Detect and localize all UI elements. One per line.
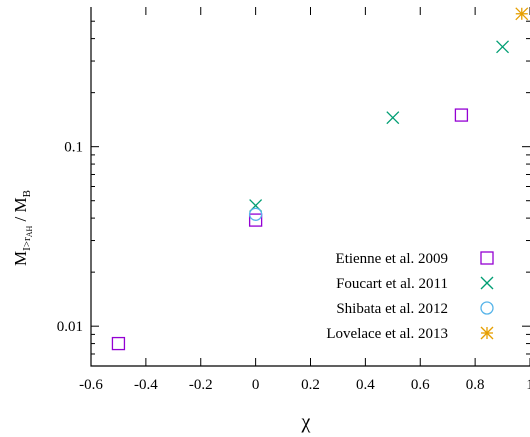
x-tick-label: 0.8 xyxy=(466,377,485,393)
x-tick-label: 1 xyxy=(526,377,530,393)
x-tick-label: -0.4 xyxy=(134,377,158,393)
data-point xyxy=(496,40,510,54)
data-point xyxy=(248,213,263,227)
x-tick-label: 0.2 xyxy=(301,377,320,393)
plot-frame xyxy=(90,7,530,367)
legend-label: Shibata et al. 2012 xyxy=(336,301,448,317)
y-tick-label: 0.1 xyxy=(64,140,83,156)
axis-ticks xyxy=(90,7,530,367)
legend-label: Lovelace et al. 2013 xyxy=(326,326,448,342)
legend-marker xyxy=(480,251,494,265)
x-tick-label: -0.2 xyxy=(189,377,213,393)
legend-marker xyxy=(480,326,494,340)
legend-label: Etienne et al. 2009 xyxy=(336,251,448,267)
tick-labels: -0.6 -0.4 -0.2 0 0.2 0.4 0.6 0.8 1 0.01 0.1 xyxy=(57,140,530,393)
data-point xyxy=(386,111,400,125)
legend-label: Foucart et al. 2011 xyxy=(336,276,448,292)
legend-marker xyxy=(480,301,494,315)
x-tick-label: 0 xyxy=(252,377,260,393)
x-tick-label: 0.6 xyxy=(411,377,430,393)
axis-line xyxy=(90,7,530,367)
data-point xyxy=(515,7,529,21)
data-points xyxy=(111,7,529,351)
y-tick-label: 0.01 xyxy=(57,319,83,335)
legend-marker xyxy=(480,276,494,290)
x-tick-label: 0.4 xyxy=(356,377,375,393)
legend: Etienne et al. 2009 Foucart et al. 2011 Sh… xyxy=(326,251,494,342)
x-axis-title: χ xyxy=(301,411,311,433)
data-point xyxy=(248,207,263,221)
data-point xyxy=(111,336,126,351)
x-tick-label: -0.6 xyxy=(79,377,103,393)
y-axis-title: MI>rAH / MB xyxy=(11,190,34,266)
data-point xyxy=(454,108,469,122)
